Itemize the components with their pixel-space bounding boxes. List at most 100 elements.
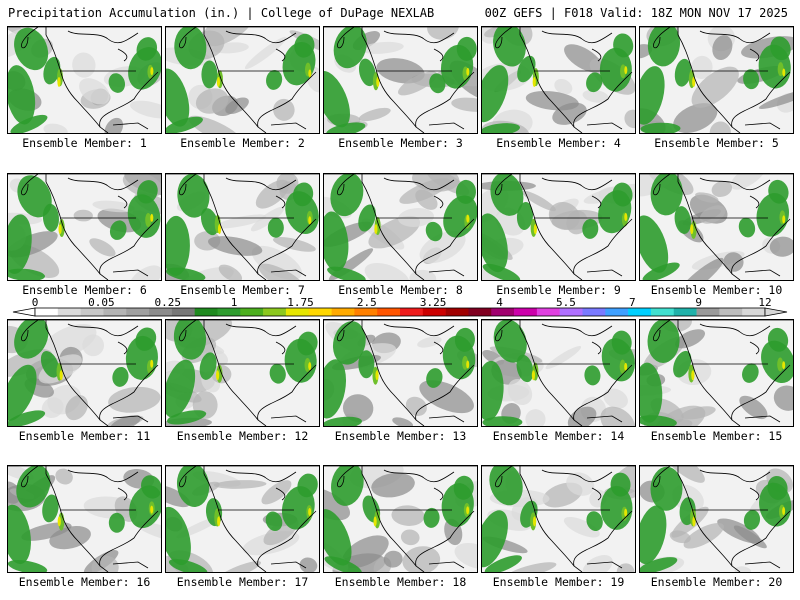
ensemble-member-map bbox=[165, 173, 320, 281]
precip-map-image bbox=[8, 27, 161, 133]
precip-map-image bbox=[324, 174, 477, 280]
ensemble-member-label: Ensemble Member: 4 bbox=[496, 136, 621, 150]
colorbar-segment bbox=[285, 308, 310, 316]
ensemble-member-label: Ensemble Member: 19 bbox=[492, 575, 625, 589]
ensemble-member-label: Ensemble Member: 7 bbox=[180, 283, 305, 297]
colorbar-segment bbox=[445, 308, 469, 316]
colorbar-segment bbox=[149, 308, 173, 316]
ensemble-member-map bbox=[323, 319, 478, 427]
colorbar-tick-label: 1 bbox=[231, 296, 238, 309]
ensemble-member-label: Ensemble Member: 9 bbox=[496, 283, 621, 297]
colorbar-segment bbox=[468, 308, 492, 316]
colorbar-segment bbox=[308, 308, 332, 316]
colorbar-segment bbox=[240, 308, 264, 316]
precip-map-image bbox=[324, 466, 477, 572]
colorbar-segment bbox=[605, 308, 629, 316]
colorbar-segment bbox=[35, 308, 59, 316]
colorbar-segment bbox=[377, 308, 401, 316]
colorbar-segment bbox=[103, 308, 127, 316]
ensemble-member-map bbox=[165, 26, 320, 134]
precip-map-image bbox=[640, 174, 793, 280]
colorbar-segment bbox=[696, 308, 720, 316]
colorbar-segment bbox=[354, 308, 378, 316]
ensemble-member-map bbox=[323, 465, 478, 573]
precip-colorbar: 0 0.05 0.25 1 1.75 2.5 3.25 4 5.5 7 9 12 bbox=[12, 296, 788, 317]
colorbar-segment bbox=[331, 308, 355, 316]
colorbar-segment bbox=[582, 308, 606, 316]
colorbar-segment bbox=[126, 308, 150, 316]
colorbar-segment bbox=[422, 308, 446, 316]
colorbar-segment bbox=[650, 308, 675, 316]
ensemble-member-map bbox=[639, 26, 794, 134]
colorbar-tick-label: 5.5 bbox=[556, 296, 576, 309]
ensemble-member-label: Ensemble Member: 10 bbox=[650, 283, 783, 297]
ensemble-member-label: Ensemble Member: 6 bbox=[22, 283, 147, 297]
colorbar-max-arrow bbox=[764, 307, 788, 317]
ensemble-member-map bbox=[165, 465, 320, 573]
colorbar-tick-label: 0.05 bbox=[88, 296, 115, 309]
colorbar-segment bbox=[491, 308, 515, 316]
colorbar-segment bbox=[628, 308, 652, 316]
ensemble-member-map bbox=[323, 26, 478, 134]
precip-map-image bbox=[8, 466, 161, 572]
colorbar-tick-label: 7 bbox=[629, 296, 636, 309]
chart-title: Precipitation Accumulation (in.) | Colle… bbox=[8, 6, 435, 20]
ensemble-member-label: Ensemble Member: 1 bbox=[22, 136, 147, 150]
ensemble-member-map bbox=[165, 319, 320, 427]
colorbar-segment bbox=[514, 308, 538, 316]
ensemble-member-label: Ensemble Member: 18 bbox=[334, 575, 467, 589]
ensemble-member-label: Ensemble Member: 20 bbox=[650, 575, 783, 589]
colorbar-segment bbox=[80, 308, 104, 316]
ensemble-member-map bbox=[7, 173, 162, 281]
ensemble-member-label: Ensemble Member: 12 bbox=[176, 429, 309, 443]
colorbar-segment bbox=[719, 308, 743, 316]
ensemble-member-label: Ensemble Member: 8 bbox=[338, 283, 463, 297]
precip-map-image bbox=[166, 27, 319, 133]
colorbar-segment bbox=[742, 308, 766, 316]
ensemble-member-map bbox=[639, 173, 794, 281]
colorbar-segment bbox=[559, 308, 583, 316]
model-run-info: 00Z GEFS | F018 Valid: 18Z MON NOV 17 20… bbox=[484, 6, 788, 20]
precip-map-image bbox=[640, 466, 793, 572]
ensemble-member-map bbox=[639, 465, 794, 573]
ensemble-member-label: Ensemble Member: 13 bbox=[334, 429, 467, 443]
precip-map-image bbox=[482, 27, 635, 133]
precip-map-image bbox=[166, 320, 319, 426]
precip-map-image bbox=[640, 320, 793, 426]
ensemble-member-label: Ensemble Member: 5 bbox=[654, 136, 779, 150]
colorbar-segment bbox=[400, 308, 424, 316]
ensemble-member-label: Ensemble Member: 14 bbox=[492, 429, 625, 443]
colorbar-tick-label: 3.25 bbox=[420, 296, 447, 309]
colorbar-segment bbox=[194, 308, 218, 316]
ensemble-member-label: Ensemble Member: 11 bbox=[18, 429, 151, 443]
colorbar-tick-label: 9 bbox=[695, 296, 702, 309]
precip-map-image bbox=[482, 174, 635, 280]
ensemble-member-map bbox=[481, 173, 636, 281]
precip-map-image bbox=[166, 174, 319, 280]
ensemble-member-map bbox=[323, 173, 478, 281]
precip-map-image bbox=[324, 320, 477, 426]
colorbar-tick-label: 4 bbox=[496, 296, 503, 309]
colorbar-segment bbox=[57, 308, 81, 316]
colorbar-segment bbox=[171, 308, 195, 316]
precip-map-image bbox=[482, 320, 635, 426]
colorbar-segment bbox=[536, 308, 560, 316]
ensemble-member-map bbox=[481, 26, 636, 134]
precip-map-image bbox=[8, 174, 161, 280]
precip-map-image bbox=[8, 320, 161, 426]
ensemble-member-label: Ensemble Member: 3 bbox=[338, 136, 463, 150]
colorbar-tick-label: 12 bbox=[758, 296, 771, 309]
precip-map-image bbox=[640, 27, 793, 133]
ensemble-member-label: Ensemble Member: 2 bbox=[180, 136, 305, 150]
colorbar-segment bbox=[673, 308, 697, 316]
colorbar-tick-label: 0 bbox=[32, 296, 39, 309]
ensemble-member-map bbox=[7, 26, 162, 134]
colorbar-tick-label: 2.5 bbox=[357, 296, 377, 309]
ensemble-member-map bbox=[481, 319, 636, 427]
colorbar-segment bbox=[217, 308, 241, 316]
colorbar-segment bbox=[263, 308, 287, 316]
ensemble-member-map bbox=[7, 465, 162, 573]
ensemble-member-map bbox=[7, 319, 162, 427]
ensemble-member-map bbox=[639, 319, 794, 427]
precip-map-image bbox=[482, 466, 635, 572]
